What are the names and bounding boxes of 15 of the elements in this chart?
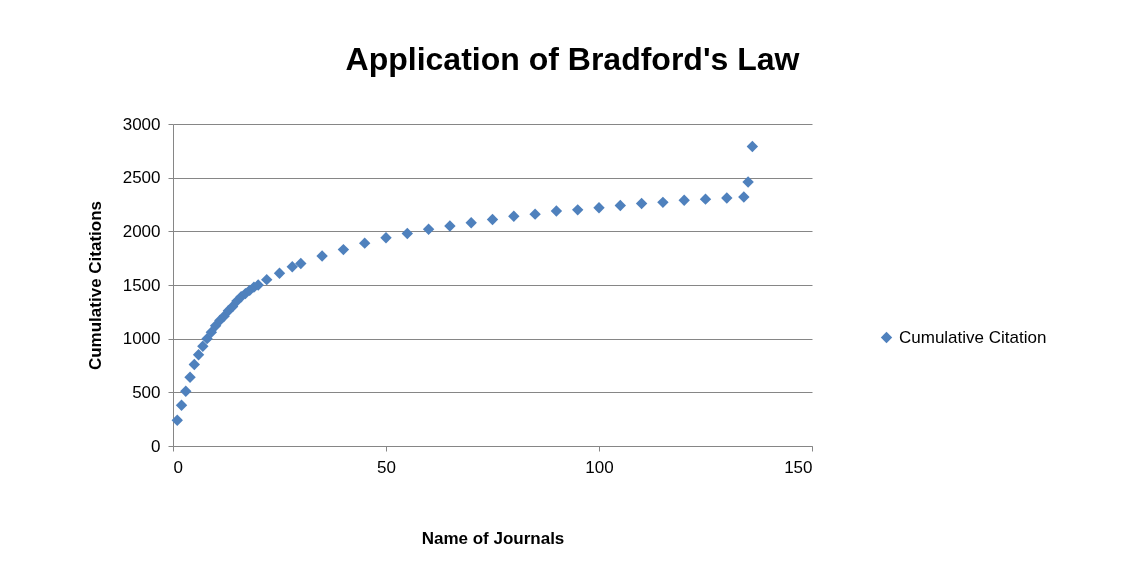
x-tick-label: 100: [585, 457, 614, 477]
y-tick-label: 2000: [122, 221, 161, 241]
x-tick-label: 0: [173, 457, 183, 477]
y-tick-label: 3000: [122, 114, 161, 134]
y-tick-label: 2500: [122, 168, 161, 188]
y-tick-label: 0: [151, 436, 161, 456]
x-tick-label: 150: [784, 457, 813, 477]
y-axis-title: Cumulative Citations: [85, 200, 105, 371]
y-tick-label: 1500: [122, 275, 161, 295]
chart-title: Application of Bradford's Law: [345, 41, 800, 77]
y-tick-label: 1000: [122, 329, 161, 349]
y-tick-label: 500: [132, 382, 161, 402]
x-tick-label: 50: [377, 457, 396, 477]
x-axis-title: Name of Journals: [421, 528, 565, 548]
legend-label: Cumulative Citation: [899, 327, 1047, 347]
